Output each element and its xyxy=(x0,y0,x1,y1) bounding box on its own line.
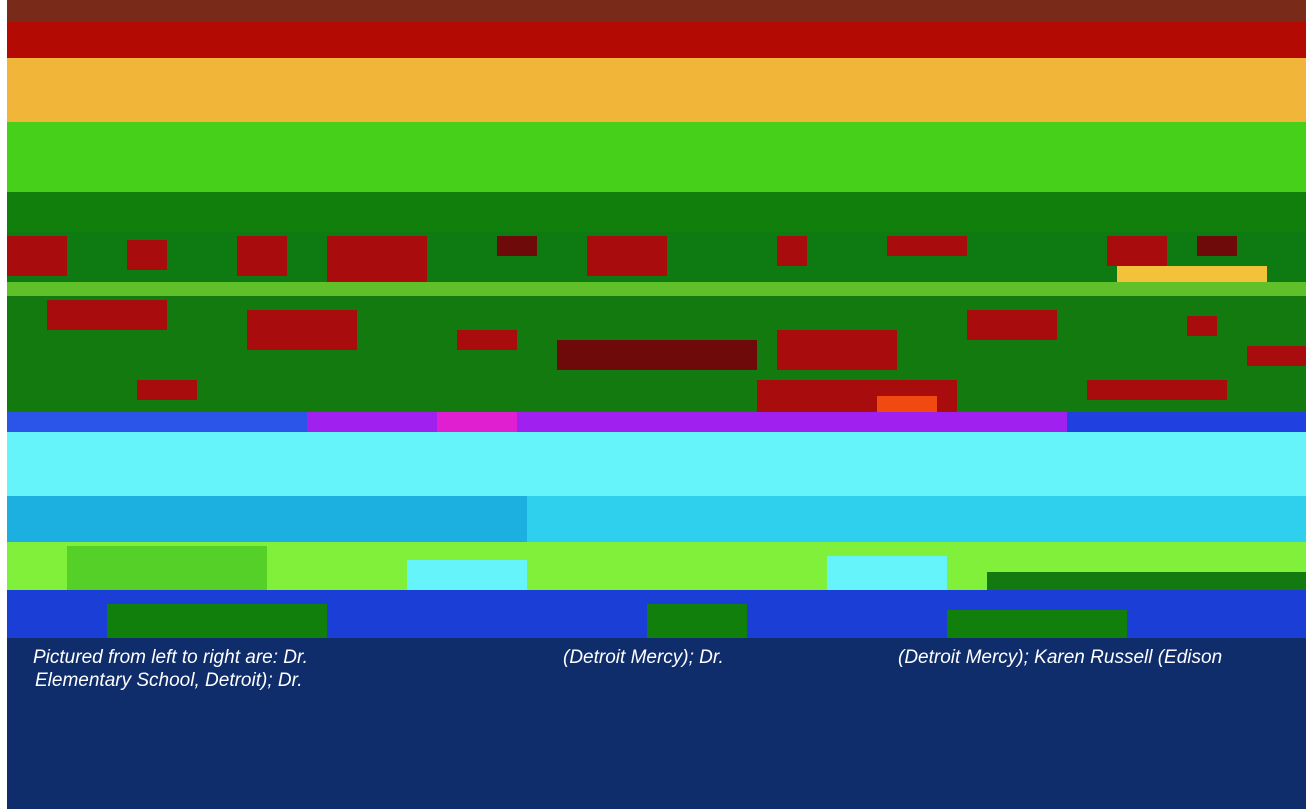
caption-text: Pictured from left to right are: Dr. xyxy=(33,647,308,668)
photo-block xyxy=(1247,346,1306,366)
photo-block xyxy=(457,330,517,350)
photo-block xyxy=(7,236,67,276)
photo-block xyxy=(107,604,327,638)
photo-block xyxy=(407,560,527,590)
photo-block xyxy=(327,236,427,282)
photo-block xyxy=(67,546,267,590)
photo-block xyxy=(237,236,287,276)
photo-block xyxy=(557,340,757,370)
photo-band xyxy=(7,192,1306,232)
caption-text: Elementary School, Detroit); Dr. xyxy=(35,670,303,691)
caption-line-1: Pictured from left to right are: Dr. (De… xyxy=(33,646,1288,669)
caption-text: (Detroit Mercy); Karen Russell (Edison xyxy=(898,647,1223,668)
photo-block xyxy=(7,282,1306,296)
photo-block xyxy=(247,310,357,350)
photo-block xyxy=(47,300,167,330)
photo-block xyxy=(1067,412,1306,432)
photo-block xyxy=(887,236,967,256)
photo-block xyxy=(1197,236,1237,256)
photo-block xyxy=(437,412,517,432)
photo-block xyxy=(647,604,747,638)
caption-line-2: Elementary School, Detroit); Dr. xyxy=(33,669,1288,692)
photo-block xyxy=(877,396,937,412)
photo-block xyxy=(1187,316,1217,336)
article-figure: Pictured from left to right are: Dr. (De… xyxy=(7,0,1306,809)
photo-block xyxy=(827,556,947,590)
photo-block xyxy=(947,610,1127,638)
caption-text: (Detroit Mercy); Dr. xyxy=(563,647,724,668)
photo-band xyxy=(7,122,1306,192)
photo-block xyxy=(1107,236,1167,266)
photo-block xyxy=(777,236,807,266)
photo-band xyxy=(7,432,1306,496)
photo-block xyxy=(967,310,1057,340)
photo-block xyxy=(137,380,197,400)
photo-band xyxy=(7,412,1306,432)
photo-block xyxy=(7,496,527,542)
group-photo xyxy=(7,0,1306,638)
photo-block xyxy=(777,330,897,370)
photo-block xyxy=(987,572,1306,590)
photo-block xyxy=(1117,266,1267,282)
photo-band xyxy=(7,0,1306,22)
photo-block xyxy=(497,236,537,256)
photo-caption: Pictured from left to right are: Dr. (De… xyxy=(7,638,1306,809)
photo-band xyxy=(7,22,1306,58)
photo-block xyxy=(127,240,167,270)
photo-block xyxy=(1087,380,1227,400)
photo-block xyxy=(7,412,307,432)
photo-band xyxy=(7,58,1306,122)
photo-block xyxy=(587,236,667,276)
